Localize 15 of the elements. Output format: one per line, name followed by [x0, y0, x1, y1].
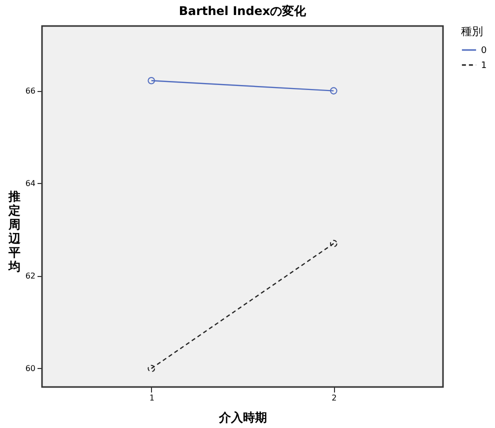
legend-title: 種別 — [461, 25, 483, 38]
point — [148, 76, 156, 84]
chart-title: Barthel Indexの変化 — [178, 4, 308, 18]
legend-label: 0 — [481, 46, 487, 56]
y-tick-label: 60 — [25, 364, 36, 373]
legend-label: 1 — [481, 61, 487, 71]
point — [330, 87, 338, 94]
y-tick-label: 62 — [25, 271, 36, 280]
x-tick-label: 2 — [332, 394, 337, 402]
x-axis-title: 介入時期 — [218, 410, 267, 424]
y-axis-title: 推定周辺平均 — [8, 190, 22, 274]
y-tick-label: 64 — [25, 178, 36, 188]
point — [330, 240, 338, 248]
point — [148, 364, 156, 372]
y-tick-label: 66 — [25, 86, 36, 96]
